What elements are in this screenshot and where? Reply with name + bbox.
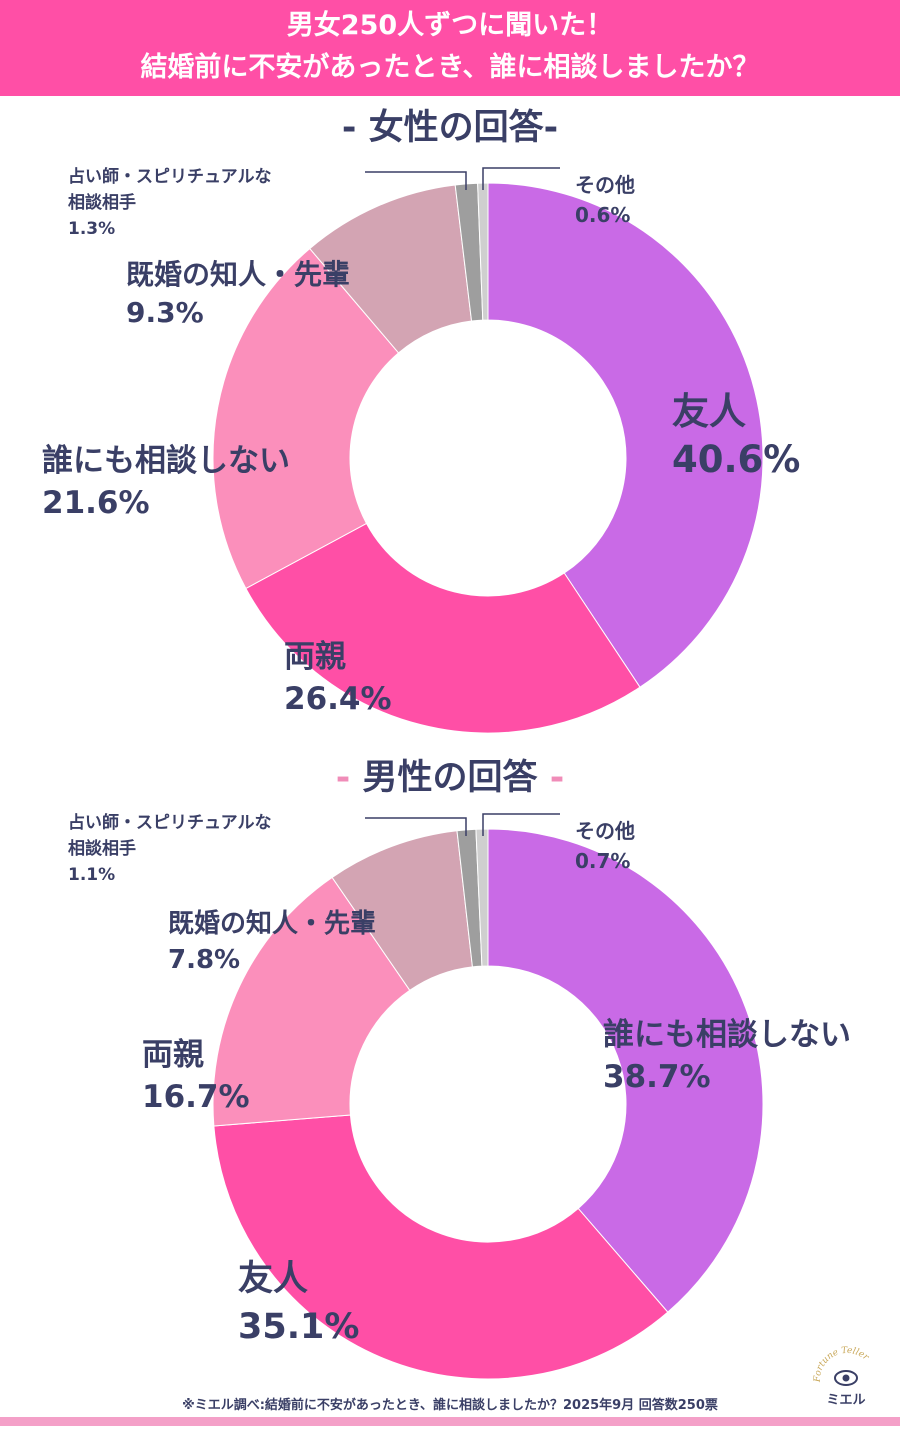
title-dash-left: - <box>341 108 357 148</box>
male-slice-2 <box>213 1114 669 1380</box>
title-dash-left: - <box>335 758 351 798</box>
footer-note: ※ミエル調べ:結婚前に不安があったとき、誰に相談しましたか？2025年9月 回答… <box>182 1398 718 1413</box>
male-slice-6 <box>475 828 489 967</box>
footer-bar <box>0 1417 900 1426</box>
male-label-nobody: 誰にも相談しない 38.7% <box>603 1017 851 1095</box>
female-donut-chart <box>212 167 764 734</box>
male-label-parents: 両親 16.7% <box>142 1037 250 1115</box>
male-leader-line-1 <box>365 817 467 836</box>
header-banner: 男女250人ずつに聞いた！ 結婚前に不安があったとき、誰に相談しましたか？ <box>0 0 900 96</box>
female-slice-6 <box>477 182 489 321</box>
female-label-other: その他 0.6% <box>575 173 635 227</box>
male-label-fortune-teller: 占い師・スピリチュアルな 相談相手 1.1% <box>68 813 272 885</box>
female-label-friend: 友人 40.6% <box>672 390 801 481</box>
male-slice-3 <box>212 876 411 1127</box>
title-dash-right: - <box>543 108 559 148</box>
title-dash-right: - <box>549 758 565 798</box>
female-slice-3 <box>212 247 400 590</box>
header-line-2: 結婚前に不安があったとき、誰に相談しましたか？ <box>140 52 760 83</box>
logo: Fortune Teller ミエル <box>810 1346 871 1408</box>
male-label-friend: 友人 35.1% <box>238 1259 360 1347</box>
female-label-fortune-teller: 占い師・スピリチュアルな 相談相手 1.3% <box>68 167 272 239</box>
male-donut-chart <box>212 813 764 1380</box>
female-section-title: - 女性の回答- <box>0 106 900 150</box>
logo-arc-text: Fortune Teller <box>813 1346 871 1384</box>
female-slice-2 <box>245 522 641 734</box>
male-slice-1 <box>487 828 764 1313</box>
female-slice-1 <box>487 182 764 688</box>
female-leader-line-1 <box>365 171 467 190</box>
female-title-text: 女性の回答 <box>368 108 544 148</box>
male-label-other: その他 0.7% <box>575 819 635 873</box>
female-leader-line-2 <box>482 167 560 190</box>
male-label-acquaintance: 既婚の知人・先輩 7.8% <box>168 909 377 975</box>
female-label-nobody: 誰にも相談しない 21.6% <box>42 443 290 521</box>
male-title-text: 男性の回答 <box>362 758 538 798</box>
male-section-title: - 男性の回答 - <box>0 756 900 800</box>
eye-icon <box>834 1370 858 1386</box>
header-line-1: 男女250人ずつに聞いた！ <box>286 10 614 41</box>
male-leader-line-2 <box>482 813 560 836</box>
logo-name: ミエル <box>826 1393 865 1408</box>
female-label-acquaintance: 既婚の知人・先輩 9.3% <box>126 258 351 329</box>
female-label-parents: 両親 26.4% <box>284 639 392 717</box>
